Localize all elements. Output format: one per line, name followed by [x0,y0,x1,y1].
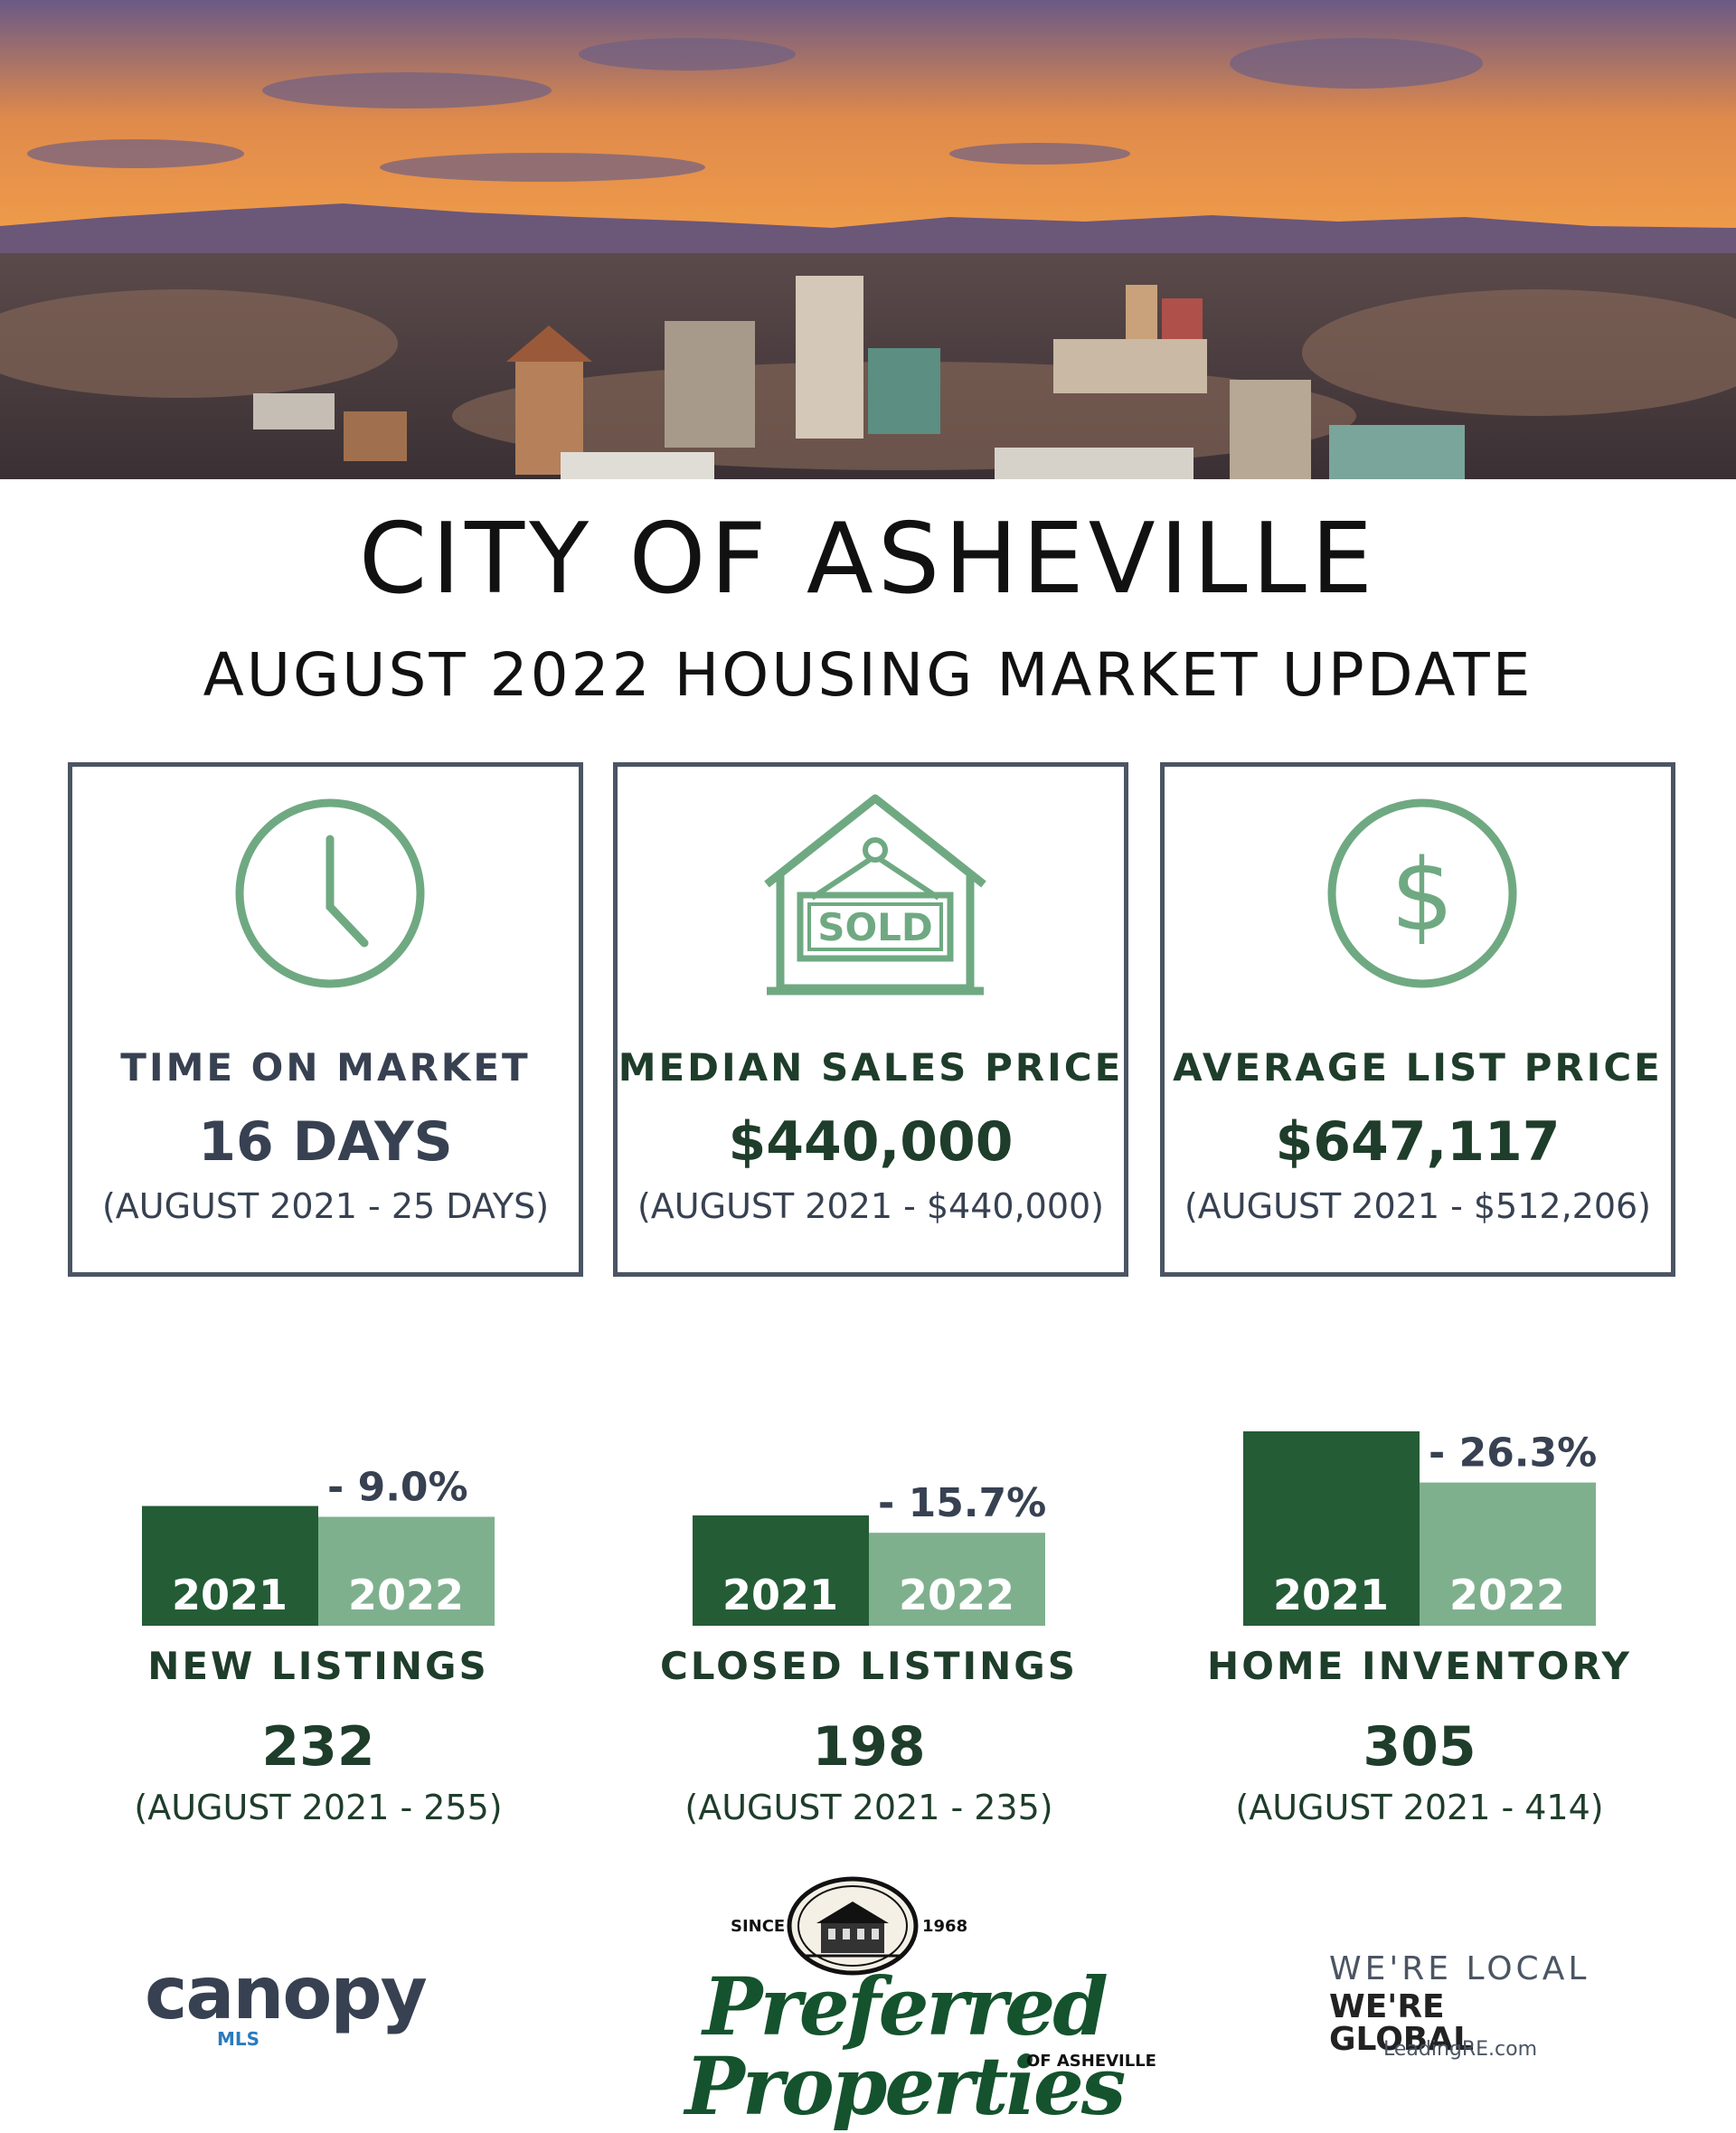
stat-previous: (AUGUST 2021 - $440,000) [637,1186,1105,1226]
canopy-mls-text: MLS [217,2028,260,2050]
bar-2021-label: 2021 [1273,1571,1389,1619]
bar-2022 [318,1516,495,1626]
bar-2021 [1243,1431,1420,1626]
bar-2021-label: 2021 [722,1571,838,1619]
comparison-value: 232 [261,1715,375,1779]
comparison-previous: (AUGUST 2021 - 414) [1235,1788,1604,1827]
preferred-properties-wordmark: Preferred Properties [684,1959,1127,2133]
bar-pair: 2021 2022 - 26.3% [1243,1430,1597,1626]
comparison-previous: (AUGUST 2021 - 235) [684,1788,1053,1827]
stat-card-average-list-price: $ AVERAGE LIST PRICE $647,117 (AUGUST 20… [1160,762,1675,1277]
bar-2022-label: 2022 [348,1571,464,1619]
stat-value: $440,000 [728,1110,1014,1174]
leading-line-global: WE'RE GLOBAL [1329,1988,1475,2058]
stat-label: AVERAGE LIST PRICE [1173,1045,1663,1090]
comparison-value: 305 [1363,1715,1477,1779]
stat-card-time-on-market: TIME ON MARKET 16 DAYS (AUGUST 2021 - 25… [68,762,583,1277]
svg-text:$: $ [1391,837,1454,953]
house-seal-icon [785,1876,920,1976]
leading-url: LeadingRE.com [1383,2038,1538,2061]
comparison-label: HOME INVENTORY [1207,1644,1632,1688]
change-percent: - 26.3% [1429,1430,1597,1477]
logo-year: 1968 [922,1917,968,1936]
comparison-closed-listings: 2021 2022 - 15.7% CLOSED LISTINGS 198 (AUG… [607,1411,1131,1845]
bar-pair: 2021 2022 - 9.0% [142,1465,495,1626]
page-subtitle: AUGUST 2022 HOUSING MARKET UPDATE [203,640,1533,710]
bar-2022 [869,1533,1045,1626]
bar-2021-label: 2021 [172,1571,288,1619]
page-title: CITY OF ASHEVILLE [358,503,1378,616]
leading-re-logo: WE'RE LOCAL WE'RE GLOBAL LeadingRE.com [1329,1953,1600,2062]
bar-2022-label: 2022 [899,1571,1014,1619]
stat-value: $647,117 [1275,1110,1561,1174]
comparison-new-listings: 2021 2022 - 9.0% NEW LISTINGS 232 (AUGUST … [56,1411,580,1845]
bar-2022-label: 2022 [1449,1571,1565,1619]
stat-value: 16 DAYS [198,1110,453,1174]
comparison-label: CLOSED LISTINGS [659,1644,1078,1688]
stat-previous: (AUGUST 2021 - 25 DAYS) [101,1186,550,1226]
canopy-wordmark: canopy [145,1951,428,2035]
clock-icon [72,794,579,1002]
stat-label: TIME ON MARKET [120,1045,531,1090]
stat-label: MEDIAN SALES PRICE [618,1045,1124,1090]
change-percent: - 9.0% [327,1465,468,1511]
logo-of-asheville: OF ASHEVILLE [1026,2052,1156,2071]
hero-cityscape-image [0,0,1736,479]
comparison-value: 198 [812,1715,926,1779]
bar-2021 [693,1515,869,1626]
bar-2022 [1420,1482,1596,1626]
sold-sign-text: SOLD [817,905,933,949]
bar-pair: 2021 2022 - 15.7% [693,1480,1046,1626]
change-percent: - 15.7% [878,1480,1046,1526]
canopy-mls-logo: canopy MLS [136,1958,428,2050]
stat-card-median-sales-price: SOLD MEDIAN SALES PRICE $440,000 (AUGUST… [613,762,1128,1277]
stat-previous: (AUGUST 2021 - $512,206) [1184,1186,1652,1226]
leading-line-local: WE'RE LOCAL [1329,1950,1590,1987]
comparison-previous: (AUGUST 2021 - 255) [134,1788,503,1827]
bar-2021 [142,1505,318,1626]
logo-since: SINCE [731,1917,786,1936]
comparison-label: NEW LISTINGS [147,1644,489,1688]
dollar-icon: $ [1165,794,1671,1002]
sold-house-icon: SOLD [618,794,1124,1002]
preferred-properties-logo: SINCE 1968 Preferred Properties OF ASHEV… [615,1876,1194,2126]
comparison-home-inventory: 2021 2022 - 26.3% HOME INVENTORY 305 (AUGU… [1157,1411,1682,1845]
